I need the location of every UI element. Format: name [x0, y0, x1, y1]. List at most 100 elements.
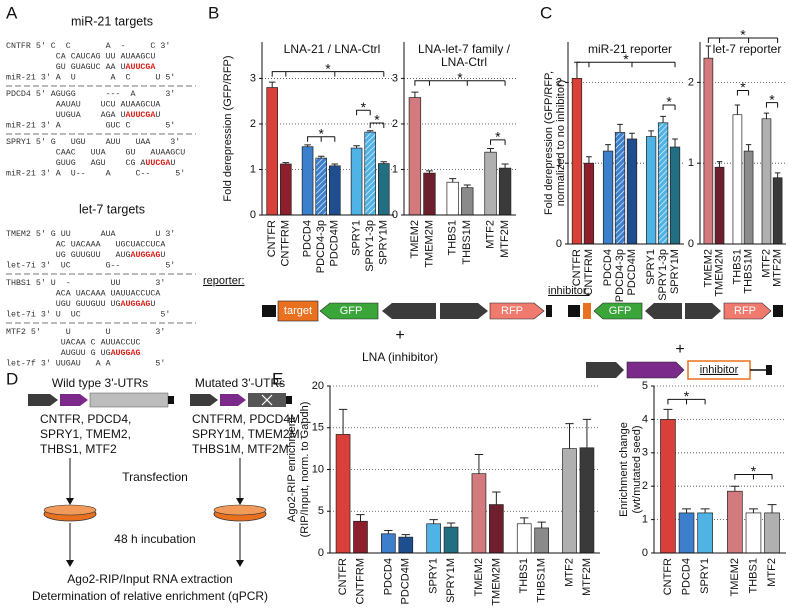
bar: [301, 146, 314, 216]
error-bar: [353, 145, 360, 149]
sequence-segment: AUGGAG: [121, 300, 151, 309]
error-bar: [682, 508, 691, 513]
y-tick-label: 2: [392, 118, 398, 130]
x-tick-label: PDCD4-3p: [315, 220, 327, 273]
bar: [398, 536, 414, 554]
y-axis-label: Ago2-RIP enrichment: [286, 417, 298, 522]
bar: [614, 132, 626, 245]
sequence-segment: AAUAU UCU AUAAGCUA: [6, 101, 160, 110]
error-bar: [520, 517, 529, 524]
sequence-line: THBS1 5' U - UU 3': [6, 278, 165, 288]
bar: [583, 162, 595, 245]
error-bar: [304, 144, 311, 147]
significance-bracket: [734, 474, 773, 480]
inhibitor-text: LNA (inhibitor): [362, 350, 438, 364]
bar: [657, 122, 669, 245]
x-tick-label: PDCD4M: [626, 249, 638, 295]
x-tick-label: SPRY1: [699, 558, 711, 594]
sequence-segment: CNTFR 5' C C A - C 3': [6, 41, 170, 51]
y-tick-label: 5: [642, 380, 648, 392]
x-tick-label: SPRY1M: [378, 220, 390, 265]
bar: [498, 167, 512, 216]
error-bar: [745, 144, 752, 152]
significance-label: *: [361, 99, 367, 115]
bar: [745, 512, 762, 554]
sequence-line: miR-21 3' A GUC C 5': [6, 121, 175, 131]
bar: [602, 150, 614, 245]
sequence-line: CAAC UUA GU AUAAGCU: [6, 149, 185, 158]
x-tick-label: THBS1: [731, 249, 743, 284]
sequence-line: ACA UACAAA UAUUACCUCA: [6, 290, 160, 299]
sequence-line: let-7f 3' UUGAU A A 5': [6, 359, 165, 369]
error-bar: [317, 155, 325, 159]
error-bar: [763, 112, 770, 119]
y-tick-label: 4: [642, 413, 648, 425]
significance-bracket: [662, 104, 676, 111]
bar: [732, 114, 743, 245]
error-bar: [474, 453, 484, 474]
plus: +: [395, 327, 404, 344]
y-axis-label: normalized to no inhibitor): [555, 80, 567, 207]
significance-label: *: [769, 91, 775, 107]
chart-title: LNA-Ctrl: [441, 55, 487, 69]
sequence-line: let-7i 3' UC G-- 5': [6, 261, 175, 271]
error-bar: [501, 163, 509, 169]
x-tick-label: PDCD4: [680, 558, 692, 595]
significance-bracket: [271, 71, 385, 77]
error-bar: [366, 130, 374, 133]
x-tick-label: CNTFRM: [354, 558, 366, 604]
x-tick-label: THBS1: [747, 558, 759, 593]
bar: [446, 181, 459, 216]
x-tick-label: THBS1M: [742, 249, 754, 294]
bar: [562, 448, 577, 554]
x-tick-label: THBS1: [518, 558, 530, 593]
error-bar: [338, 408, 348, 435]
y-tick-label: 2: [642, 480, 648, 492]
y-axis-label: Fold derepression (GFP/RFP,: [543, 71, 555, 215]
significance-label: *: [325, 60, 331, 76]
y-tick-label: 3: [250, 72, 256, 84]
chart-title: let-7 reporter: [713, 42, 782, 56]
sequence-segment: SPRY1 5' G UGU AUU UAA 3': [6, 137, 180, 147]
y-tick-label: 1: [688, 157, 694, 169]
x-tick-label: MTF2M: [581, 558, 593, 596]
y-tick-label: 20: [312, 380, 324, 392]
x-tick-label: TMEM2: [702, 249, 714, 288]
x-tick-label: SPRY1: [645, 249, 657, 285]
sequence-line: PDCD4 5' AGUGG --- A 3': [6, 89, 175, 99]
significance-label: *: [751, 463, 757, 479]
bar: [772, 177, 783, 245]
error-bar: [380, 161, 388, 164]
x-tick-label: SPRY1-3p: [364, 220, 376, 272]
error-bar: [384, 529, 393, 534]
sequence-line: CNTFR 5' C C A - C 3': [6, 41, 170, 51]
bar: [764, 512, 780, 554]
sequence-segment: AUUCGA: [126, 63, 156, 72]
bar: [743, 150, 754, 245]
panel-label: E: [272, 369, 283, 388]
x-tick-label: THBS1: [447, 220, 459, 255]
error-bar: [582, 418, 592, 448]
x-tick-label: TMEM2M: [423, 220, 435, 268]
bar: [534, 527, 549, 554]
error-bar: [672, 138, 678, 148]
workflow: Wild type 3'-UTRs Mutated 3'-UTRs CNTFR,…: [28, 376, 303, 603]
x-tick-label: PDCD4: [382, 558, 394, 595]
error-bar: [629, 132, 635, 139]
x-tick-label: TMEM2: [409, 220, 421, 259]
sequence-line: GUUG AGU CG AUUCGAU: [6, 159, 175, 168]
sequence-segment: TMEM2 5' G UU AUA U 3': [6, 229, 175, 239]
error-bar: [565, 423, 574, 449]
sequence-line: AUGUU G UGAUGGAG: [6, 349, 140, 358]
bar: [266, 87, 278, 216]
sequence-segment: CAAC UUA GU AUAAGCU: [6, 149, 185, 158]
x-axis-label: inhibitor:: [548, 285, 590, 297]
gene-list: SPRY1M, TMEM2M,: [192, 427, 303, 441]
sequence-segment: UGU GUUGUU UG: [6, 300, 121, 309]
x-tick-label: MTF2: [766, 558, 778, 587]
bar: [516, 523, 532, 554]
error-bar: [492, 491, 501, 505]
bar: [423, 172, 436, 216]
chart-title: miR-21 reporter: [588, 42, 672, 56]
gene-list: CNTFR, PDCD4,: [40, 412, 131, 426]
